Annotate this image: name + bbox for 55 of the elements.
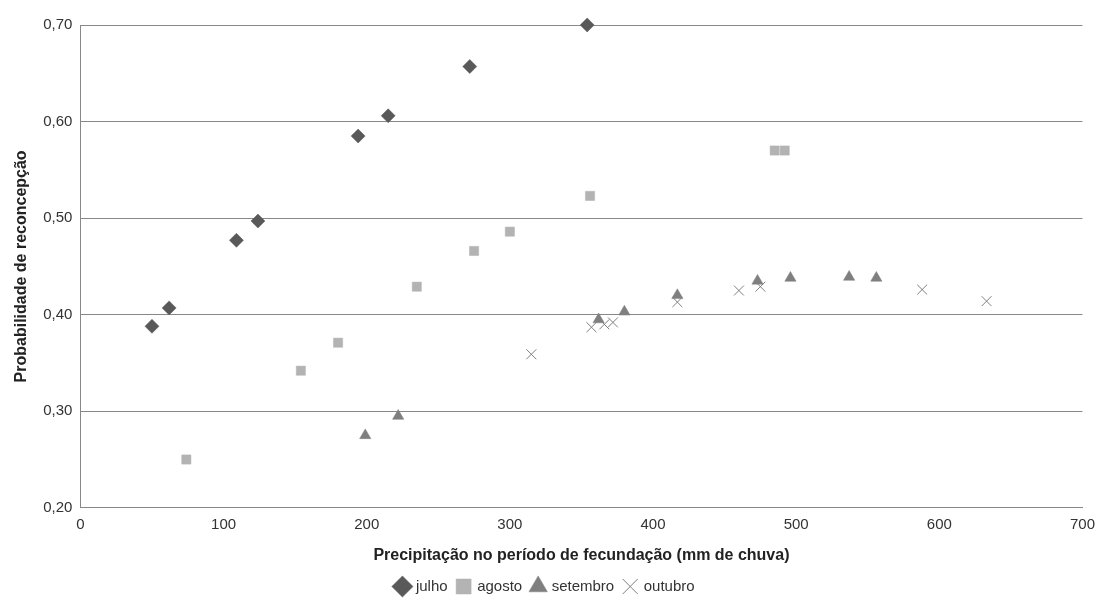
point bbox=[981, 295, 993, 307]
point bbox=[671, 288, 684, 299]
y-tick-label: 0,70 bbox=[43, 15, 73, 33]
point bbox=[525, 348, 537, 360]
point bbox=[751, 274, 764, 285]
point bbox=[161, 300, 177, 316]
legend-label: julho bbox=[414, 576, 448, 594]
point bbox=[181, 454, 192, 465]
point bbox=[733, 285, 745, 296]
point bbox=[592, 312, 605, 324]
point bbox=[505, 226, 515, 237]
point bbox=[598, 318, 610, 330]
point bbox=[618, 305, 631, 316]
point bbox=[333, 337, 343, 348]
y-tick-label: 0,20 bbox=[43, 497, 73, 515]
legend-label: outubro bbox=[643, 576, 695, 594]
x-tick-label: 600 bbox=[926, 514, 952, 532]
point bbox=[392, 409, 405, 420]
x-tick-label: 0 bbox=[76, 514, 85, 532]
point bbox=[296, 365, 306, 376]
point bbox=[754, 281, 766, 293]
point bbox=[870, 271, 883, 282]
x-tick-label: 400 bbox=[640, 514, 666, 532]
point bbox=[585, 191, 595, 201]
point bbox=[144, 319, 160, 334]
point bbox=[843, 270, 856, 281]
point bbox=[469, 246, 479, 256]
point bbox=[769, 145, 780, 156]
y-axis-title: Probabilidade de reconcepção bbox=[12, 150, 30, 383]
x-tick-label: 200 bbox=[354, 514, 380, 532]
point bbox=[462, 59, 478, 74]
y-tick-label: 0,50 bbox=[43, 208, 73, 226]
point bbox=[586, 321, 597, 333]
point bbox=[359, 428, 372, 439]
legend-label: agosto bbox=[477, 576, 523, 594]
point bbox=[380, 108, 396, 124]
point bbox=[579, 17, 595, 33]
point bbox=[607, 316, 619, 328]
y-tick-label: 0,40 bbox=[43, 304, 73, 322]
point bbox=[916, 284, 928, 296]
x-tick-label: 300 bbox=[497, 514, 523, 532]
legend-label: setembro bbox=[551, 576, 615, 594]
point bbox=[229, 233, 244, 248]
y-tick-label: 0,30 bbox=[43, 401, 73, 419]
y-tick-label: 0,60 bbox=[43, 111, 73, 129]
point bbox=[411, 281, 422, 292]
x-tick-label: 700 bbox=[1069, 514, 1095, 532]
x-axis-title: Precipitação no período de fecundação (mm de chuva) bbox=[373, 545, 790, 563]
point bbox=[784, 271, 797, 282]
x-tick-label: 100 bbox=[211, 514, 237, 532]
point bbox=[779, 145, 790, 156]
point bbox=[350, 128, 366, 144]
point bbox=[250, 213, 266, 229]
point bbox=[671, 296, 683, 308]
x-tick-label: 500 bbox=[783, 514, 809, 532]
